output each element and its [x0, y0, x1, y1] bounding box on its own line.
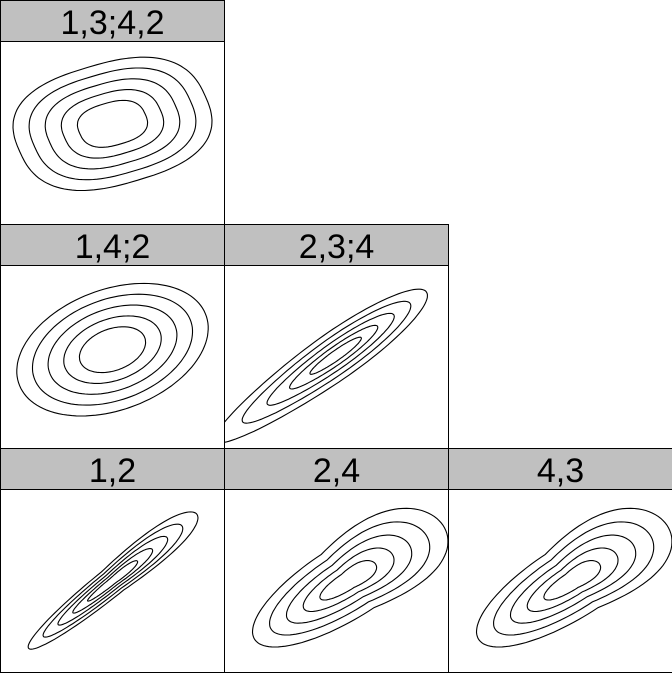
panel-2-4: 2,4	[224, 448, 449, 673]
panel-plot-area	[225, 490, 449, 673]
panel-plot-area	[1, 42, 225, 225]
panel-plot-area	[449, 490, 672, 673]
panel-1-3-4-2: 1,3;4,2	[0, 0, 225, 225]
panel-label: 1,4;2	[75, 228, 151, 266]
panel-label: 2,4	[313, 452, 360, 490]
panel-2-3-4: 2,3;4	[224, 224, 449, 449]
panel-label: 2,3;4	[299, 228, 375, 266]
panel-label: 1,2	[89, 452, 136, 490]
panel-plot-area	[225, 266, 449, 449]
panel-1-4-2: 1,4;2	[0, 224, 225, 449]
panel-plot-area	[1, 490, 225, 673]
panel-4-3: 4,3	[448, 448, 672, 673]
panel-1-2: 1,2	[0, 448, 225, 673]
panel-label: 1,3;4,2	[61, 4, 165, 42]
panel-label: 4,3	[537, 452, 584, 490]
